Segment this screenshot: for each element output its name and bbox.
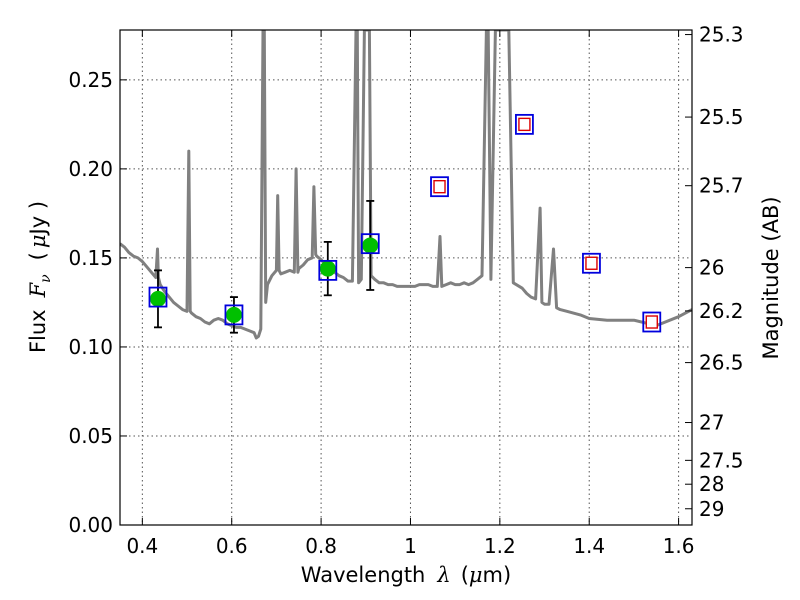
model-flux-box xyxy=(224,304,244,326)
y-axis-ticks: 0.00 0.05 0.10 0.15 0.20 0.25 xyxy=(68,68,127,537)
y2-tick-label: 28 xyxy=(699,472,724,496)
predicted-flux-marker xyxy=(645,315,658,329)
model-boxes-group xyxy=(148,113,662,333)
y2-tick-label: 25.5 xyxy=(699,105,744,129)
model-sed-line xyxy=(120,30,692,340)
plot-area xyxy=(120,30,692,525)
y-axis-label: FluxFν(μJy ) xyxy=(26,201,54,353)
y2-tick-label: 29 xyxy=(699,497,724,521)
y2-tick-label: 25.7 xyxy=(699,174,744,198)
predicted-flux-marker xyxy=(518,117,531,132)
x-axis-label: Wavelength λ (μm) xyxy=(301,563,511,587)
plot-frame xyxy=(119,29,693,526)
predicted-flux-marker xyxy=(585,256,598,270)
y-tick-label: 0.20 xyxy=(68,157,113,181)
x-tick-label: 0.8 xyxy=(305,534,337,558)
y2-axis-label: Magnitude (AB) xyxy=(759,196,783,359)
observed-point xyxy=(319,260,336,277)
x-tick-label: 1.4 xyxy=(573,534,605,558)
y-tick-label: 0.00 xyxy=(68,513,113,537)
y2-tick-label: 26.5 xyxy=(699,351,744,375)
observed-points-group xyxy=(149,237,379,323)
y-tick-label: 0.10 xyxy=(68,335,113,359)
model-flux-box xyxy=(515,113,534,135)
predicted-flux-marker xyxy=(433,179,446,194)
x-tick-label: 1.2 xyxy=(484,534,516,558)
x-tick-label: 1 xyxy=(404,534,417,558)
x-axis-ticks: 0.4 0.6 0.8 1 1.2 1.4 1.6 xyxy=(126,30,695,558)
y-tick-label: 0.05 xyxy=(68,424,113,448)
model-flux-box xyxy=(360,233,380,255)
model-flux-box xyxy=(430,176,449,198)
y2-tick-label: 25.3 xyxy=(699,23,744,47)
observed-point xyxy=(362,237,379,254)
model-flux-box xyxy=(318,259,338,281)
model-flux-box xyxy=(582,252,601,274)
observed-point xyxy=(149,290,166,307)
x-tick-label: 0.4 xyxy=(126,534,158,558)
model-flux-box xyxy=(642,311,662,333)
observed-point xyxy=(225,306,242,323)
y-tick-label: 0.25 xyxy=(68,68,113,92)
y-tick-label: 0.15 xyxy=(68,246,113,270)
x-tick-label: 1.6 xyxy=(663,534,695,558)
y2-tick-label: 26 xyxy=(699,256,724,280)
y2-tick-label: 27.5 xyxy=(699,448,744,472)
model-flux-box xyxy=(148,286,168,308)
y2-tick-label: 26.2 xyxy=(699,299,744,323)
x-tick-label: 0.6 xyxy=(216,534,248,558)
y2-tick-label: 27 xyxy=(699,411,724,435)
predicted-points-group xyxy=(433,117,658,329)
